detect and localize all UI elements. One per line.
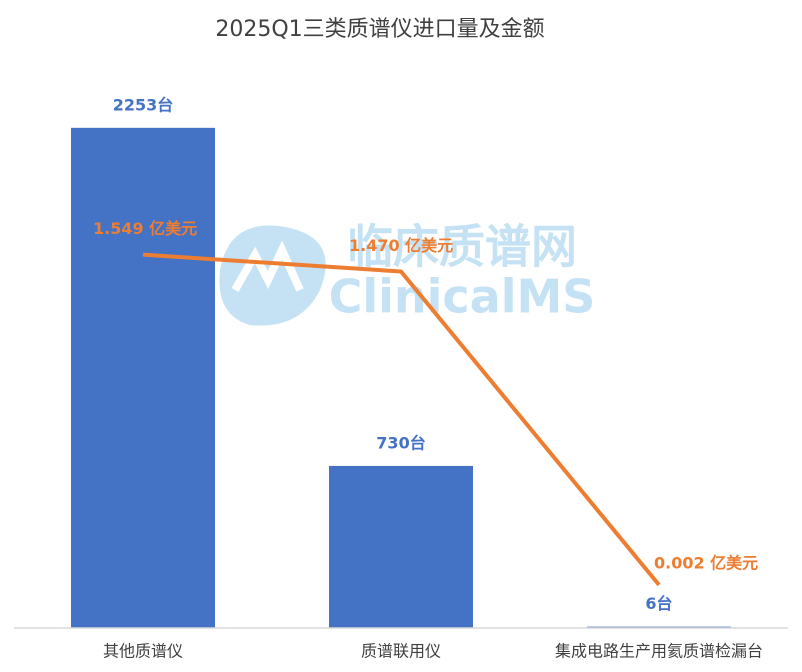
watermark-text: ClinicalMS xyxy=(329,270,596,324)
chart-title: 2025Q1三类质谱仪进口量及金额 xyxy=(215,17,544,42)
data-label: 1.470 亿美元 xyxy=(349,236,453,255)
watermark-logo xyxy=(219,225,326,326)
x-tick-label: 质谱联用仪 xyxy=(361,642,441,661)
watermark: 临床质谱网 ClinicalMS xyxy=(219,220,595,326)
x-tick-label: 集成电路生产用氦质谱检漏台 xyxy=(555,642,763,661)
bar xyxy=(329,465,473,628)
bar xyxy=(71,127,215,629)
line xyxy=(142,252,661,587)
data-label: 1.549 亿美元 xyxy=(93,219,197,238)
data-label: 2253台 xyxy=(113,95,174,114)
watermark-text: 临床质谱网 xyxy=(347,220,577,274)
data-label: 6台 xyxy=(645,594,672,613)
data-label: 0.002 亿美元 xyxy=(654,553,758,572)
data-label: 730台 xyxy=(376,433,425,452)
x-tick-label: 其他质谱仪 xyxy=(103,642,183,661)
